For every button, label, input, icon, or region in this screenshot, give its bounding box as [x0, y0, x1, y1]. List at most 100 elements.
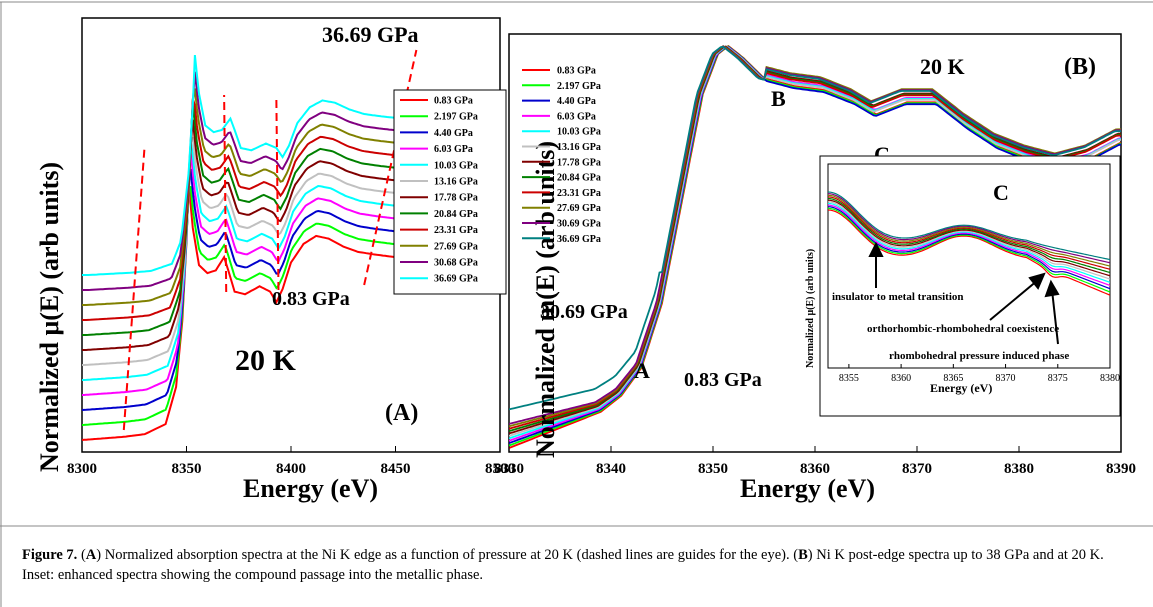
- inset-arrows: [868, 241, 1060, 345]
- panel-b-series-line-3: [509, 45, 1121, 442]
- caption-panel-a-text: Normalized absorption spectra at the Ni …: [104, 547, 790, 563]
- panel-b-series-line-4: [509, 45, 1121, 440]
- inset-label-coexistence: orthorhombic-rhombohedral coexistence: [867, 323, 1059, 335]
- panel-a-x-tick-label: 8500: [485, 461, 515, 477]
- caption-panel-b-letter: B: [798, 547, 808, 563]
- inset-series-line-2: [828, 206, 1110, 290]
- panel-a-x-ticks: 8300 8350 8400 8450 8500: [67, 446, 515, 477]
- panel-a-panel-label: (A): [385, 400, 418, 426]
- inset-series-line-6: [828, 199, 1110, 277]
- panel-b-inset: 8355 8360 8365 8370 8375 8380 Energy (eV) Nor…: [805, 155, 1121, 417]
- panel-b-panel-label: (B): [1064, 54, 1096, 80]
- inset-label-rhombohedral: rhombohedral pressure induced phase: [889, 350, 1069, 362]
- inset-x-tick-label: 8375: [1048, 373, 1068, 384]
- inset-series-line-10: [828, 193, 1110, 264]
- panel-b-x-tick-label: 8360: [800, 461, 830, 477]
- panel-a-chart: 8300 8350 8400 8450 8500 Energy (eV) Normali…: [35, 17, 515, 503]
- panel-b-series-line-11: [509, 45, 1121, 411]
- inset-arrow-steep-head: [1044, 279, 1060, 298]
- panel-a-guide-lines: [122, 49, 418, 431]
- panel-a-x-tick-label: 8350: [172, 461, 202, 477]
- inset-x-axis-title: Energy (eV): [930, 381, 992, 395]
- inset-x-ticks: 8355 8360 8365 8370 8375 8380: [839, 364, 1120, 384]
- inset-arrow-steep: [1051, 289, 1059, 345]
- panel-a-x-tick-label: 8400: [276, 461, 306, 477]
- panel-b-x-tick-label: 8350: [698, 461, 728, 477]
- panel-a-legend-label: 0.83 GPa: [434, 96, 473, 107]
- panel-b-annotation-temperature: 20 K: [920, 54, 965, 79]
- inset-series-line-4: [828, 202, 1110, 283]
- inset-arrow-diagonal: [989, 279, 1039, 321]
- inset-x-tick-label: 8365: [943, 373, 963, 384]
- inset-x-tick-label: 8355: [839, 373, 859, 384]
- panel-a-legend: 0.83 GPa 2.197 GPa 4.40 GPa 6.03 GPa 10.03 G…: [393, 89, 507, 295]
- panel-b-x-tick-label: 8330: [494, 461, 524, 477]
- panel-a-annotation-temperature: 20 K: [235, 344, 297, 377]
- panel-a-legend-label: 13.16 GPa: [434, 177, 478, 188]
- inset-label-insulator-metal: insulator to metal transition: [832, 291, 964, 303]
- inset-arrow-up-head: [868, 241, 884, 257]
- panel-b-series-line-0: [509, 44, 1121, 449]
- inset-x-tick-label: 8360: [891, 373, 911, 384]
- panel-a-guide-line-3: [363, 49, 418, 286]
- panel-b-x-tick-label: 8370: [902, 461, 932, 477]
- panel-b-series-line-6: [509, 45, 1121, 435]
- panel-b-legend-label: 6.03 GPa: [557, 111, 596, 122]
- caption-panel-a-letter: A: [85, 547, 97, 563]
- panel-a-y-axis-title: Normalized μ(E) (arb units): [35, 162, 64, 472]
- inset-y-axis-title: Normalized μ(E) (arb units): [805, 249, 816, 368]
- panel-a-legend-label: 20.84 GPa: [434, 209, 478, 220]
- panel-b-feature-label-a: A: [634, 358, 650, 383]
- panel-a-legend-label: 2.197 GPa: [434, 112, 478, 123]
- panel-a-legend-label: 4.40 GPa: [434, 128, 473, 139]
- panel-b-x-axis-title: Energy (eV): [740, 474, 875, 503]
- panel-a-annotation-low-pressure: 0.83 GPa: [272, 288, 350, 310]
- panel-a-legend-label: 23.31 GPa: [434, 225, 478, 236]
- inset-series-line-11: [828, 191, 1110, 261]
- panel-b-series-line-9: [509, 44, 1121, 428]
- panel-a-legend-label: 27.69 GPa: [434, 241, 478, 252]
- panel-b-legend-label: 13.16 GPa: [557, 142, 601, 153]
- inset-x-tick-label: 8370: [996, 373, 1016, 384]
- inset-series-line-5: [828, 201, 1110, 280]
- panel-b-series-line-7: [509, 46, 1121, 432]
- panel-a-guide-line-0: [122, 144, 146, 431]
- panel-b-legend-label: 0.83 GPa: [557, 66, 596, 77]
- panel-a-guide-line-2: [275, 99, 280, 291]
- panel-b-chart: 8330 8340 8350 8360 8370 8380 8390 Energy (eV)…: [494, 33, 1136, 503]
- inset-series-line-8: [828, 196, 1110, 270]
- panel-b-legend-label: 27.69 GPa: [557, 203, 601, 214]
- panel-b-series-group: [509, 44, 1121, 449]
- panel-b-legend-label: 17.78 GPa: [557, 157, 601, 168]
- inset-background: [819, 155, 1121, 417]
- panel-b-legend-label: 30.69 GPa: [557, 219, 601, 230]
- panel-b-x-tick-label: 8340: [596, 461, 626, 477]
- panel-b-legend-label: 36.69 GPa: [557, 234, 601, 245]
- panel-a-x-tick-label: 8450: [381, 461, 411, 477]
- panel-a-legend-label: 10.03 GPa: [434, 160, 478, 171]
- inset-series-line-3: [828, 204, 1110, 287]
- panel-b-legend-label: 2.197 GPa: [557, 81, 601, 92]
- panel-b-series-line-8: [509, 45, 1121, 430]
- panel-b-x-ticks: 8330 8340 8350 8360 8370 8380 8390: [494, 446, 1136, 477]
- panel-b-legend-label: 4.40 GPa: [557, 96, 596, 107]
- panel-b-feature-label-b: B: [771, 86, 786, 111]
- caption-panel-b-text: Ni K post-edge spectra up to 38 GPa and …: [22, 547, 1104, 583]
- panel-a-legend-label: 17.78 GPa: [434, 193, 478, 204]
- inset-series-line-9: [828, 194, 1110, 267]
- inset-x-tick-label: 8380: [1100, 373, 1120, 384]
- panel-b-series-line-10: [509, 45, 1121, 425]
- panel-b-x-tick-label: 8390: [1106, 461, 1136, 477]
- panel-b-annotation-low-pressure: 0.83 GPa: [684, 369, 762, 391]
- inset-series-line-7: [828, 197, 1110, 274]
- inset-arrow-diagonal-head: [1028, 272, 1046, 290]
- panel-a-annotation-high-pressure: 36.69 GPa: [322, 22, 419, 47]
- panel-a-guide-line-1: [223, 94, 228, 293]
- panel-a-x-axis-title: Energy (eV): [243, 474, 378, 503]
- panel-a-legend-label: 36.69 GPa: [434, 274, 478, 285]
- caption-figure-label: Figure 7.: [22, 547, 78, 563]
- panel-b-annotation-high-pressure: 30.69 GPa: [540, 301, 628, 323]
- panel-a-legend-label: 6.03 GPa: [434, 144, 473, 155]
- inset-feature-label-c: C: [993, 180, 1009, 205]
